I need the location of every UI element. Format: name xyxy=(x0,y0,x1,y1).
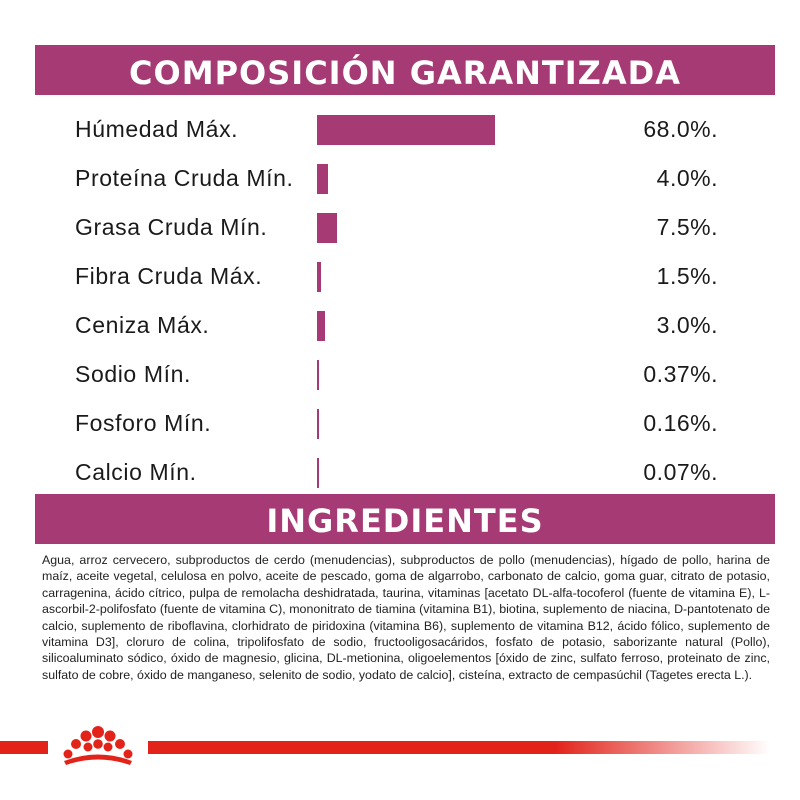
nutrient-label: Grasa Cruda Mín. xyxy=(75,214,268,240)
nutrient-bar xyxy=(317,311,325,341)
nutrient-row-fibra: Fibra Cruda Máx. 1.5%. xyxy=(0,261,800,310)
nutrient-row-ceniza: Ceniza Máx. 3.0%. xyxy=(0,310,800,359)
composition-title-banner: COMPOSICIÓN GARANTIZADA xyxy=(35,45,775,95)
nutrient-label: Fibra Cruda Máx. xyxy=(75,263,263,289)
ingredients-text: Agua, arroz cervecero, subproductos de c… xyxy=(42,553,770,682)
nutrient-bar xyxy=(317,262,321,292)
nutrient-label: Fosforo Mín. xyxy=(75,410,212,436)
nutrient-value: 3.0%. xyxy=(656,312,718,338)
crown-svg xyxy=(63,726,133,765)
nutrient-label: Sodio Mín. xyxy=(75,361,191,387)
nutrient-label: Calcio Mín. xyxy=(75,459,197,485)
nutrient-row-humedad: Húmedad Máx. 68.0%. xyxy=(0,114,800,163)
nutrient-row-fosforo: Fosforo Mín. 0.16%. xyxy=(0,408,800,457)
nutrient-bar xyxy=(317,409,319,439)
nutrient-label: Húmedad Máx. xyxy=(75,116,239,142)
nutrient-bar xyxy=(317,458,319,488)
footer-red-line xyxy=(0,741,770,754)
nutrient-row-calcio: Calcio Mín. 0.07%. xyxy=(0,457,800,506)
nutrient-value: 0.37%. xyxy=(643,361,718,387)
composition-title: COMPOSICIÓN GARANTIZADA xyxy=(129,54,681,92)
nutrient-row-sodio: Sodio Mín. 0.37%. xyxy=(0,359,800,408)
royal-canin-crown-icon xyxy=(48,718,148,768)
nutrient-bar xyxy=(317,164,328,194)
ingredients-title: INGREDIENTES xyxy=(266,502,544,540)
nutrient-bar xyxy=(317,360,319,390)
nutrient-row-grasa: Grasa Cruda Mín. 7.5%. xyxy=(0,212,800,261)
nutrient-row-proteina: Proteína Cruda Mín. 4.0%. xyxy=(0,163,800,212)
nutrient-value: 7.5%. xyxy=(656,214,718,240)
nutrient-value: 1.5%. xyxy=(656,263,718,289)
ingredients-title-banner: INGREDIENTES xyxy=(35,494,775,544)
nutrient-value: 68.0%. xyxy=(643,116,718,142)
nutrient-label: Ceniza Máx. xyxy=(75,312,210,338)
nutrient-bar xyxy=(317,213,337,243)
nutrient-value: 4.0%. xyxy=(656,165,718,191)
nutrient-bar xyxy=(317,115,495,145)
nutrient-label: Proteína Cruda Mín. xyxy=(75,165,294,191)
nutrient-value: 0.16%. xyxy=(643,410,718,436)
nutrient-value: 0.07%. xyxy=(643,459,718,485)
